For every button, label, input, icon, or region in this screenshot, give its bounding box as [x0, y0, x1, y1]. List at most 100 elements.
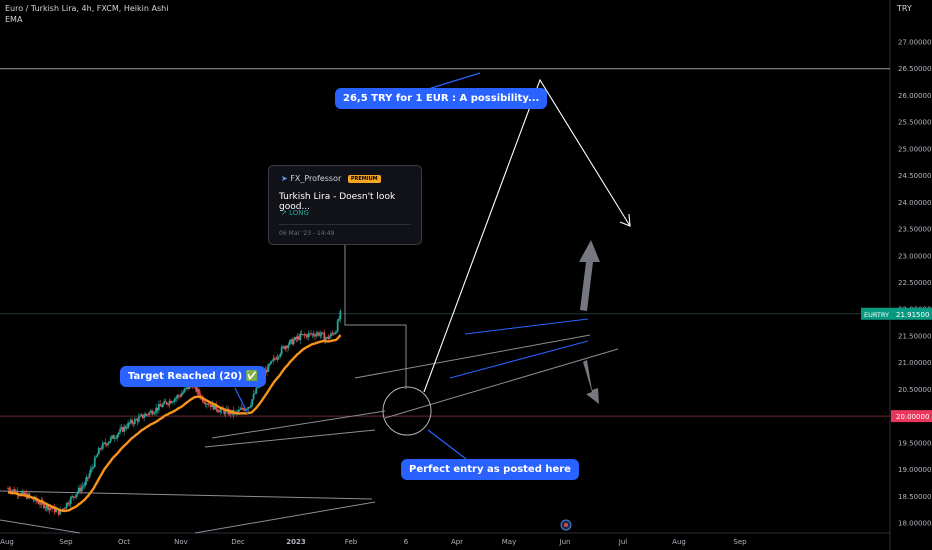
candle-body — [81, 486, 84, 488]
candle-body — [99, 448, 101, 450]
trend-line[interactable] — [464, 318, 589, 335]
candle-body — [203, 401, 206, 404]
candle-body — [115, 437, 118, 439]
perfect-entry-bubble[interactable]: Perfect entry as posted here — [401, 459, 579, 480]
candle-body — [168, 400, 171, 405]
level-20-tag[interactable] — [891, 410, 932, 423]
trend-line[interactable] — [384, 348, 619, 419]
y-tick-label: 25.00000 — [898, 145, 931, 153]
candle-body — [299, 333, 302, 340]
candle-body — [80, 487, 83, 492]
candle-body — [133, 419, 136, 424]
candle-body — [20, 492, 23, 496]
y-tick-label: 24.50000 — [898, 172, 931, 180]
x-tick-label: Jul — [618, 538, 628, 546]
entry-circle[interactable] — [382, 386, 432, 436]
candle-body — [298, 336, 300, 340]
candle-body — [215, 403, 218, 410]
candle-body — [57, 509, 60, 515]
possibility-bubble[interactable]: 26,5 TRY for 1 EUR : A possibility... — [335, 88, 548, 109]
candle-body — [179, 395, 182, 397]
currency-label: TRY — [897, 4, 912, 13]
candle-body — [300, 333, 303, 335]
candle-body — [176, 395, 179, 398]
ema-line[interactable] — [7, 334, 342, 513]
candle-body — [137, 416, 140, 422]
candle-body — [213, 403, 216, 410]
target-reached-bubble[interactable]: Target Reached (20) ✅ — [120, 366, 267, 387]
candle-body — [105, 444, 108, 446]
down-arrow[interactable] — [583, 360, 599, 404]
candle-body — [163, 401, 166, 405]
candle-body — [140, 414, 143, 416]
x-tick-label: May — [502, 538, 516, 546]
y-tick-label: 23.00000 — [898, 252, 931, 260]
trend-line[interactable] — [449, 340, 589, 379]
candle-body — [270, 361, 272, 364]
candle-body — [53, 506, 56, 513]
candle-body — [157, 404, 160, 411]
candle-body — [132, 423, 135, 425]
candle-body — [291, 339, 294, 345]
rocket-icon: ➤ — [281, 174, 288, 183]
candle-body — [23, 490, 25, 495]
trend-line[interactable] — [0, 519, 81, 534]
candle-body — [87, 477, 89, 478]
candle-body — [131, 420, 134, 424]
candle-body — [290, 339, 292, 341]
current-price-tag[interactable] — [891, 307, 932, 320]
candle-body — [47, 504, 49, 511]
candle-body — [43, 502, 45, 509]
candle-body — [308, 333, 311, 335]
candle-body — [208, 404, 211, 406]
y-tick-label: 18.00000 — [898, 520, 931, 528]
candle-body — [92, 466, 95, 468]
candle-body — [169, 400, 172, 403]
candle-body — [280, 347, 283, 355]
candle-body — [212, 403, 215, 410]
y-tick-label: 21.00000 — [898, 359, 931, 367]
x-tick-label: Nov — [174, 538, 188, 546]
idea-card[interactable]: ➤ FX_Professor PREMIUM Turkish Lira - Do… — [268, 165, 422, 245]
candle-body — [223, 410, 226, 414]
x-tick-label: 6 — [404, 538, 409, 546]
y-tick-label: 25.50000 — [898, 119, 931, 127]
event-marker-dot — [564, 523, 568, 527]
y-tick-label: 26.00000 — [898, 92, 931, 100]
trend-line[interactable] — [354, 334, 591, 379]
trend-line[interactable] — [0, 490, 373, 500]
candle-body — [246, 408, 248, 410]
candle-body — [274, 358, 276, 360]
projection-path[interactable] — [423, 78, 631, 393]
candle-body — [315, 334, 318, 337]
x-tick-label: Dec — [231, 538, 245, 546]
candle-body — [117, 432, 120, 435]
candle-body — [116, 434, 119, 438]
candle-body — [271, 360, 274, 362]
candle-body — [304, 334, 307, 336]
trend-line[interactable] — [211, 410, 386, 439]
candle-body — [184, 388, 187, 390]
trend-line[interactable] — [194, 501, 376, 534]
candle-body — [68, 503, 71, 505]
candle-body — [254, 393, 256, 395]
candle-body — [267, 364, 270, 372]
candle-body — [13, 489, 16, 493]
candle-body — [97, 448, 100, 455]
candle-body — [334, 332, 336, 335]
candle-body — [85, 477, 88, 482]
candle-body — [124, 426, 127, 429]
candle-body — [89, 468, 92, 474]
trend-line[interactable] — [204, 429, 376, 448]
candle-body — [135, 419, 138, 420]
up-arrow[interactable] — [579, 240, 600, 311]
candle-body — [159, 404, 162, 407]
y-tick-label: 23.50000 — [898, 226, 931, 234]
candle-body — [128, 422, 131, 424]
candle-body — [243, 409, 246, 411]
idea-author: ➤ FX_Professor PREMIUM — [281, 174, 381, 183]
symbol-tag — [861, 307, 891, 320]
candle-body — [125, 427, 128, 429]
indicator-label[interactable]: EMA — [5, 15, 23, 24]
candle-body — [83, 485, 85, 487]
